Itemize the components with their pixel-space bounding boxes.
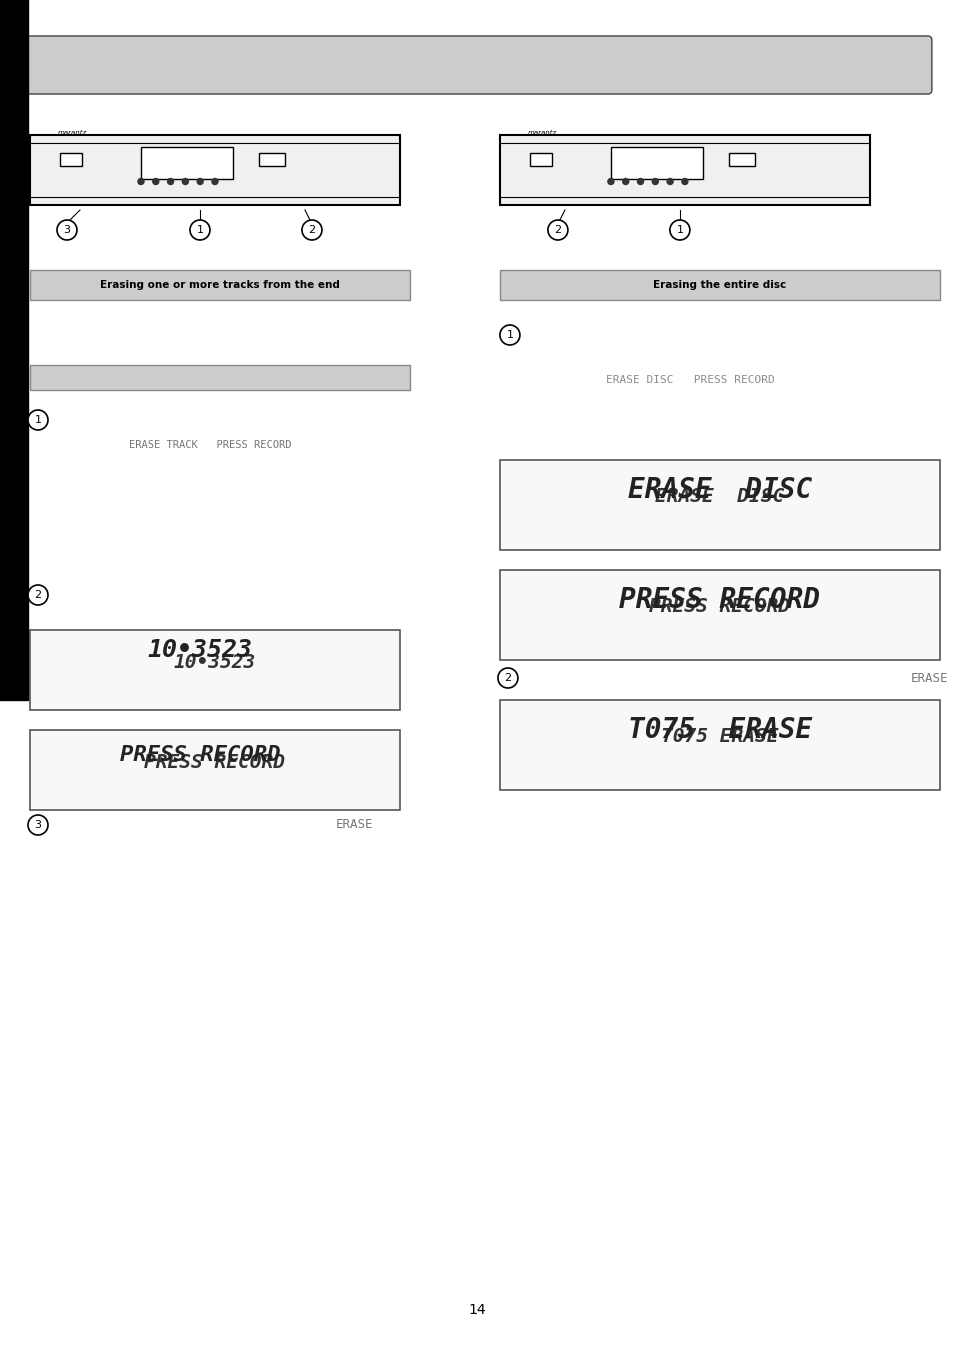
Bar [30, 270, 410, 300]
Text: marantz: marantz [58, 130, 87, 136]
Circle shape [57, 220, 77, 240]
Text: ERASE: ERASE [335, 819, 374, 831]
Circle shape [607, 178, 614, 185]
Text: ERASE DISC   PRESS RECORD: ERASE DISC PRESS RECORD [605, 376, 774, 385]
Text: ERASE  DISC: ERASE DISC [627, 476, 811, 504]
Circle shape [499, 326, 519, 345]
Text: ERASE  DISC: ERASE DISC [655, 486, 783, 505]
Text: 1: 1 [506, 330, 513, 340]
Text: 2: 2 [34, 590, 42, 600]
Text: 1: 1 [676, 226, 682, 235]
Circle shape [622, 178, 628, 185]
Text: 14: 14 [468, 1302, 485, 1317]
Bar [259, 153, 285, 166]
Circle shape [212, 178, 217, 185]
Text: 3: 3 [64, 226, 71, 235]
Text: 3: 3 [34, 820, 41, 830]
Circle shape [652, 178, 658, 185]
Text: ERASE TRACK   PRESS RECORD: ERASE TRACK PRESS RECORD [129, 440, 291, 450]
Bar [30, 730, 399, 811]
Text: 1: 1 [196, 226, 203, 235]
Bar [529, 153, 551, 166]
Bar [499, 135, 869, 205]
Text: Erasing the entire disc: Erasing the entire disc [653, 280, 785, 290]
Text: T075 ERASE: T075 ERASE [660, 727, 778, 746]
Bar [499, 570, 939, 661]
Circle shape [637, 178, 643, 185]
Text: T075  ERASE: T075 ERASE [627, 716, 811, 744]
Text: ERASE: ERASE [910, 671, 947, 685]
Text: PRESS RECORD: PRESS RECORD [144, 753, 285, 771]
Text: PRESS RECORD: PRESS RECORD [618, 586, 820, 613]
Text: 10•3523: 10•3523 [173, 653, 255, 671]
Bar [499, 459, 939, 550]
Circle shape [302, 220, 321, 240]
Circle shape [547, 220, 567, 240]
Bar [30, 365, 410, 390]
Bar [0, 0, 28, 700]
Text: Erasing one or more tracks from the end: Erasing one or more tracks from the end [100, 280, 339, 290]
Circle shape [28, 585, 48, 605]
Circle shape [681, 178, 687, 185]
Text: PRESS RECORD: PRESS RECORD [649, 597, 789, 616]
Text: 2: 2 [554, 226, 561, 235]
Bar [30, 135, 399, 205]
Circle shape [497, 667, 517, 688]
Circle shape [28, 409, 48, 430]
Circle shape [666, 178, 673, 185]
Text: 1: 1 [34, 415, 41, 426]
Bar [728, 153, 755, 166]
Circle shape [197, 178, 203, 185]
Circle shape [182, 178, 188, 185]
Bar [30, 630, 399, 711]
Bar [499, 700, 939, 790]
Text: 2: 2 [308, 226, 315, 235]
Circle shape [669, 220, 689, 240]
Text: 10•3523: 10•3523 [148, 638, 253, 662]
Circle shape [152, 178, 158, 185]
Text: PRESS RECORD: PRESS RECORD [119, 744, 280, 765]
Text: 2: 2 [504, 673, 511, 684]
Circle shape [168, 178, 173, 185]
Circle shape [28, 815, 48, 835]
Circle shape [190, 220, 210, 240]
Circle shape [138, 178, 144, 185]
Bar [610, 147, 702, 178]
FancyBboxPatch shape [24, 36, 931, 95]
Bar [499, 270, 939, 300]
Text: marantz: marantz [527, 130, 557, 136]
Bar [141, 147, 233, 178]
Bar [59, 153, 82, 166]
